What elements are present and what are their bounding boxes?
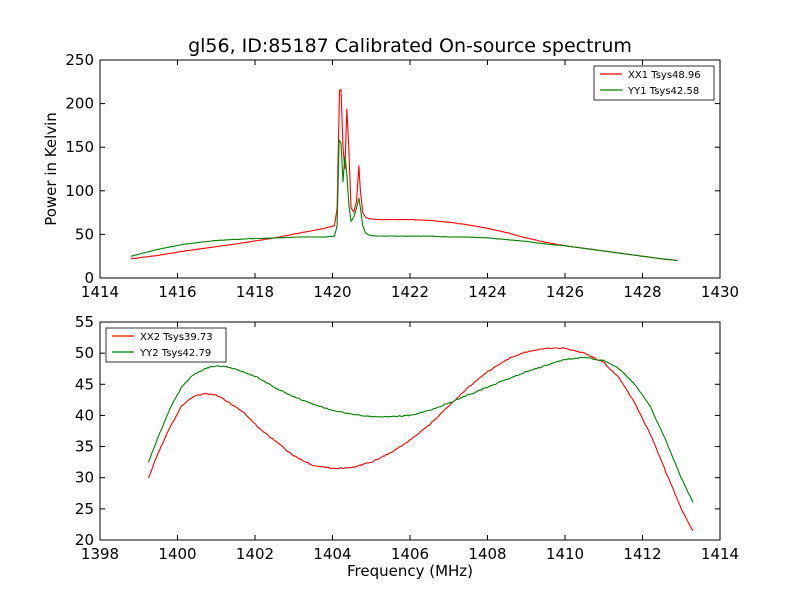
y-tick-label: 250 [65,51,94,69]
y-tick-label: 25 [75,500,94,518]
series-line-yy2 [147,356,694,503]
bottom-x-axis-label: Frequency (MHz) [347,562,473,580]
x-tick-label: 1418 [236,283,274,301]
x-tick-label: 1424 [468,283,506,301]
bottom-ticks-layer: 1398 1400 1402 1404 1406 1408 1410 1412 1414 20 25… [75,313,739,563]
x-tick-label: 1420 [313,283,351,301]
x-tick-label: 1414 [81,283,119,301]
x-tick-label: 1406 [391,545,429,563]
x-tick-label: 1398 [81,545,119,563]
x-tick-label: 1410 [546,545,584,563]
top-legend: XX1 Tsys48.96 YY1 Tsys42.58 [593,65,715,101]
chart-title: gl56, ID:85187 Calibrated On-source spec… [188,35,632,57]
y-tick-label: 30 [75,469,94,487]
y-tick-label: 55 [75,313,94,331]
y-tick-label: 50 [75,225,94,243]
top-series-layer [130,88,678,262]
legend-label-yy1: YY1 Tsys42.58 [627,86,699,97]
top-legend-box [593,65,715,101]
y-tick-label: 35 [75,438,94,456]
x-tick-label: 1408 [468,545,506,563]
y-tick-label: 20 [75,531,94,549]
bottom-legend: XX2 Tsys39.73 YY2 Tsys42.79 [105,327,227,363]
legend-label-yy2: YY2 Tsys42.79 [139,348,211,359]
x-tick-label: 1430 [701,283,739,301]
bottom-legend-box [105,327,227,363]
top-ticks-layer: 1414 1416 1418 1420 1422 1424 1426 1428 1430 0 50 1… [65,51,739,301]
y-tick-label: 45 [75,375,94,393]
y-tick-label: 100 [65,182,94,200]
x-tick-label: 1404 [313,545,351,563]
x-tick-label: 1426 [546,283,584,301]
bottom-panel: 1398 1400 1402 1404 1406 1408 1410 1412 1414 20 25… [75,313,739,580]
y-tick-label: 150 [65,138,94,156]
top-panel: 1414 1416 1418 1420 1422 1424 1426 1428 1430 0 50 1… [42,51,739,301]
x-tick-label: 1422 [391,283,429,301]
y-tick-label: 0 [84,269,94,287]
x-tick-label: 1402 [236,545,274,563]
x-tick-label: 1400 [158,545,196,563]
x-tick-label: 1414 [701,545,739,563]
x-tick-label: 1416 [158,283,196,301]
x-tick-label: 1428 [623,283,661,301]
y-tick-label: 50 [75,344,94,362]
top-y-axis-label: Power in Kelvin [42,112,60,226]
legend-label-xx1: XX1 Tsys48.96 [628,70,701,81]
y-tick-label: 40 [75,406,94,424]
legend-label-xx2: XX2 Tsys39.73 [140,332,213,343]
bottom-series-layer [147,347,694,531]
y-tick-label: 200 [65,95,94,113]
series-line-yy1 [130,138,678,262]
x-tick-label: 1412 [623,545,661,563]
